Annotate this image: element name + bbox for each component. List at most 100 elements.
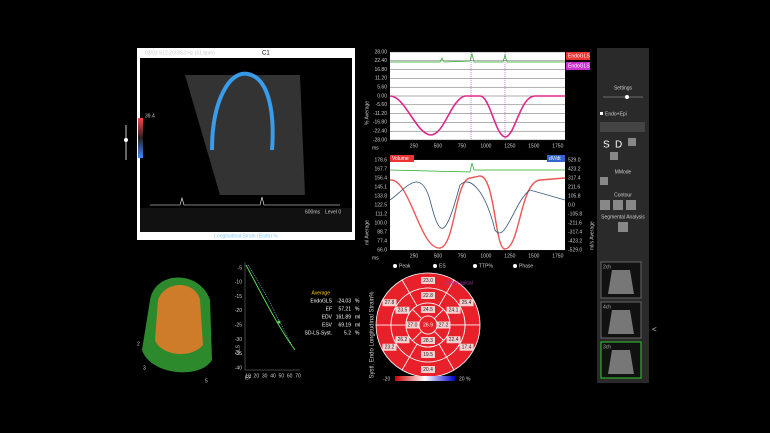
- segment-label-box: [382, 299, 397, 307]
- x-tick-label: 60: [287, 373, 293, 379]
- segment-label-box: [421, 337, 435, 344]
- y2-tick-label: -317.4: [568, 229, 582, 235]
- x-tick-label: 50: [279, 373, 285, 379]
- segment-label-box: [395, 336, 410, 344]
- x-tick-label: 1000: [480, 143, 491, 149]
- y2-tick-label: 0.0: [568, 202, 575, 208]
- marker-label: TTP%: [479, 263, 493, 269]
- x-tick-label: 40: [270, 373, 276, 379]
- section-title: Segmental Analysis: [601, 214, 645, 220]
- x-axis-label: EF: [245, 375, 251, 381]
- y-tick-label: 111.2: [375, 211, 387, 217]
- y-tick-label: 145.1: [374, 184, 387, 190]
- segment: [418, 315, 438, 335]
- x-tick-label: 1750: [552, 253, 563, 259]
- y-tick-label: -16.80: [373, 120, 387, 126]
- x-tick-label: 70: [295, 373, 301, 379]
- segment-label: 19.5: [423, 352, 433, 358]
- y-tick-label: -28.00: [373, 137, 387, 143]
- legend-entry: EndoGLS: [568, 63, 590, 69]
- y-tick-label: 22.40: [374, 58, 387, 64]
- echo-caption: Longitudinal Strain (Endo) %: [214, 233, 278, 239]
- y-tick-label: 0.00: [377, 93, 387, 99]
- x-tick-label: 1250: [504, 143, 515, 149]
- metric-value: -24.03: [337, 298, 351, 304]
- model-label: 3: [143, 365, 146, 371]
- button[interactable]: [600, 177, 608, 185]
- button[interactable]: [613, 200, 623, 210]
- x-tick-label: 1500: [528, 143, 539, 149]
- level: Level 0: [325, 209, 341, 215]
- segment-label-box: [421, 277, 435, 284]
- model-label: 5: [205, 378, 208, 384]
- checkbox[interactable]: [600, 112, 603, 115]
- table-title: Average: [311, 290, 330, 296]
- segment-label-box: [382, 343, 397, 351]
- y-tick-label: -11.20: [373, 111, 387, 117]
- collapse[interactable]: <: [652, 325, 657, 334]
- x-tick-label: 500: [434, 253, 443, 259]
- segment-label-box: [446, 336, 461, 344]
- y-tick-label: -35: [235, 351, 242, 357]
- button[interactable]: D: [615, 140, 622, 151]
- y-tick-label: 178.6: [374, 157, 387, 163]
- metric-unit: %: [355, 330, 360, 336]
- segment-label: 26.2: [398, 337, 408, 343]
- y-tick-label: 122.5: [374, 202, 387, 208]
- y-tick-label: -22.40: [373, 129, 387, 135]
- y-tick-label: 5.60: [377, 85, 387, 91]
- color-scale-max: 39.4: [145, 113, 155, 119]
- y2-tick-label: 105.8: [568, 193, 581, 199]
- y-tick-label: 28.00: [374, 49, 387, 55]
- legend-entry: Volume: [392, 156, 409, 162]
- segment-label: 23.2: [385, 345, 395, 351]
- scale-bar: 600ms: [305, 209, 321, 215]
- x-tick-label: 750: [458, 253, 467, 259]
- checkbox-label[interactable]: Endo+Epi: [605, 111, 627, 117]
- segment-label: 20.4: [423, 367, 433, 373]
- scale-min: -20: [383, 376, 390, 382]
- button[interactable]: S: [603, 140, 610, 151]
- segment-label: 23.5: [398, 308, 408, 314]
- button[interactable]: [600, 200, 610, 210]
- segment-label: 27.8: [385, 300, 395, 306]
- segment-label-box: [446, 306, 461, 314]
- y-tick-label: 156.4: [374, 175, 387, 181]
- x-tick-label: 1750: [552, 143, 563, 149]
- y-tick-label: 77.4: [377, 238, 387, 244]
- y-axis-label: % Average: [364, 101, 370, 125]
- segment-label: 26.9: [423, 322, 433, 328]
- marker-label: Peak: [399, 263, 411, 269]
- metric-value: 57.21: [338, 306, 351, 312]
- view-label: 3ch: [603, 344, 611, 350]
- marker-icon: [473, 264, 477, 268]
- x-unit: ms: [372, 145, 379, 151]
- marker-label: ES: [439, 263, 446, 269]
- segment-label-box: [421, 306, 435, 313]
- x-tick-label: 750: [458, 143, 467, 149]
- legend-entry: EndoGLS: [568, 53, 590, 59]
- segment-label-box: [421, 366, 435, 373]
- x-tick-label: 30: [262, 373, 268, 379]
- segment-label: 22.8: [423, 293, 433, 299]
- metric-unit: ml: [355, 322, 360, 328]
- metric-unit: %: [355, 298, 360, 304]
- marker-icon: [513, 264, 517, 268]
- section-title: MMode: [615, 169, 632, 175]
- metric-value: 5.2: [344, 330, 351, 336]
- volume-plot: [390, 160, 565, 250]
- y2-axis-label: ml/s Average: [589, 221, 595, 250]
- button[interactable]: [618, 222, 628, 232]
- button[interactable]: [626, 200, 636, 210]
- scale-max: 20 %: [459, 376, 471, 382]
- metric-name: EndoGLS: [310, 298, 332, 304]
- metric-value: 69.19: [338, 322, 351, 328]
- x-tick-label: 10: [245, 373, 251, 379]
- y2-tick-label: 423.2: [568, 166, 581, 172]
- y2-tick-label: -529.0: [568, 247, 582, 253]
- segment-label: 23.0: [423, 278, 433, 284]
- bullseye-title: Systl. Endo Longitudinal Strain%: [370, 291, 376, 379]
- y2-tick-label: -105.8: [568, 211, 582, 217]
- echo-view: C1: [262, 51, 270, 57]
- slider[interactable]: [625, 95, 629, 99]
